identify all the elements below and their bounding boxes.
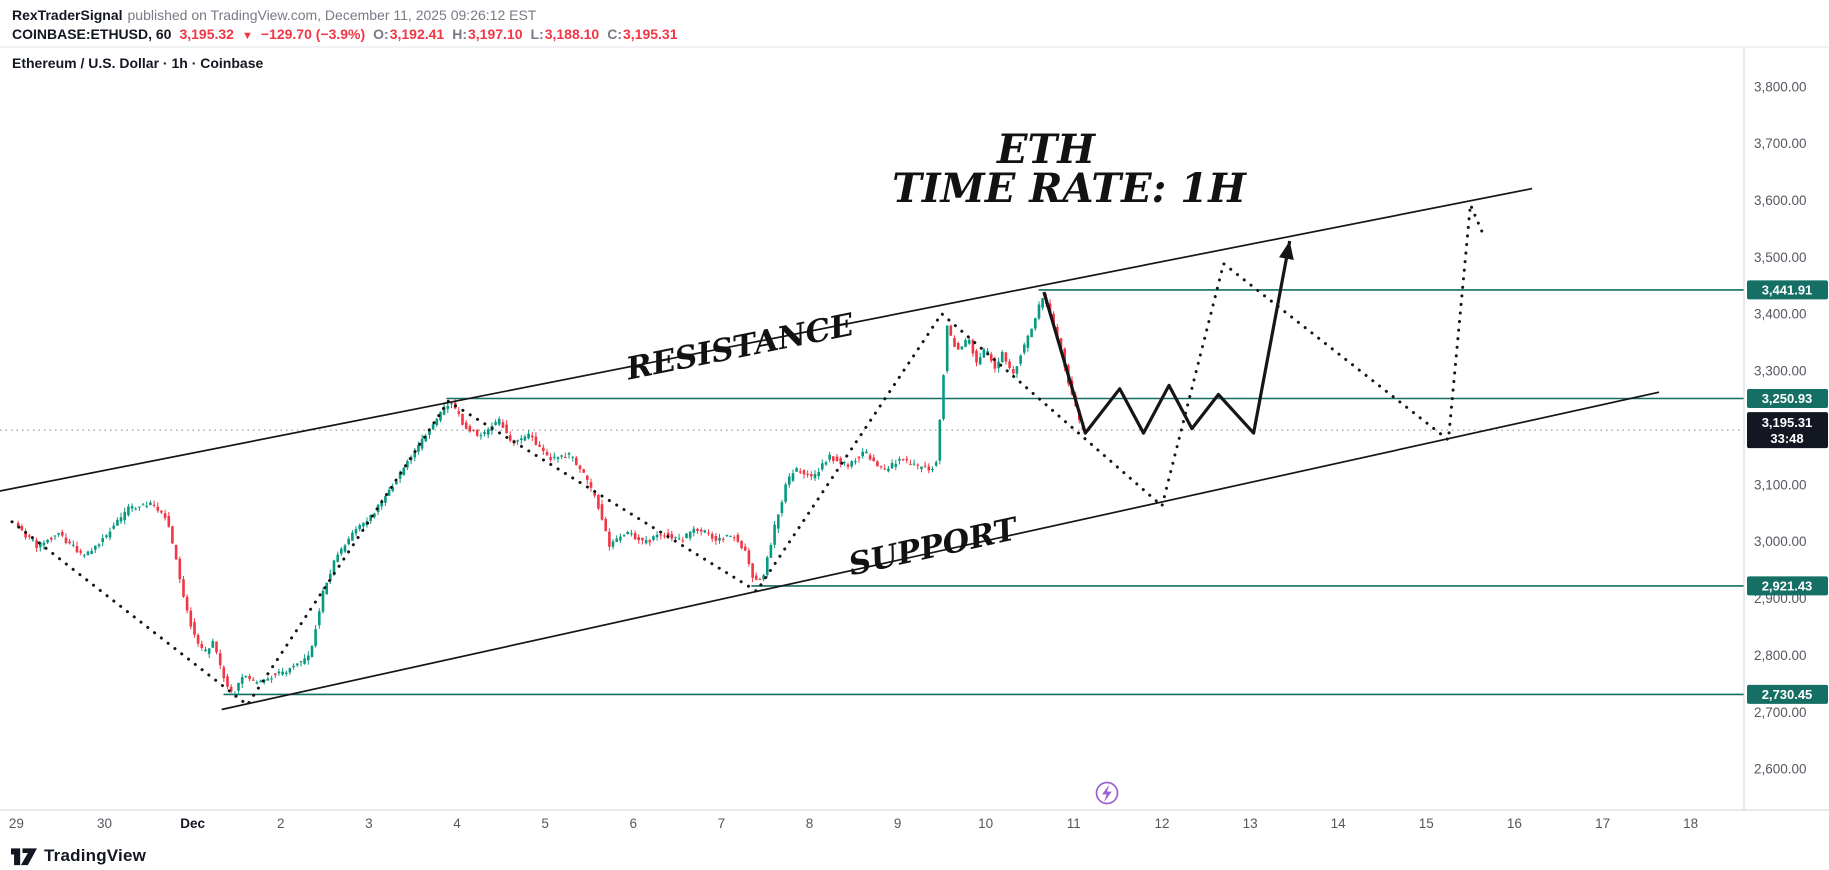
price-levels-layer[interactable]	[0, 289, 1744, 696]
tradingview-logo-icon	[11, 848, 37, 866]
svg-text:2: 2	[277, 816, 285, 831]
ohlc-low: L: 3,188.10	[530, 26, 600, 42]
svg-text:2,800.00: 2,800.00	[1754, 648, 1807, 663]
ohlc-close: C: 3,195.31	[607, 26, 678, 42]
chart-legend[interactable]: Ethereum / U.S. Dollar · 1h · Coinbase	[12, 55, 264, 71]
svg-text:9: 9	[894, 816, 902, 831]
svg-text:2,700.00: 2,700.00	[1754, 705, 1807, 720]
annotation-timeframe[interactable]: TIME RATE: 1H	[892, 165, 1247, 212]
svg-text:15: 15	[1419, 816, 1434, 831]
svg-text:3,500.00: 3,500.00	[1754, 250, 1807, 265]
annotation-support[interactable]: SUPPORT	[845, 511, 1022, 583]
tradingview-wordmark: TradingView	[44, 846, 147, 865]
trendlines-layer[interactable]	[0, 187, 1660, 711]
svg-text:2,921.43: 2,921.43	[1762, 578, 1813, 593]
svg-text:17: 17	[1595, 816, 1610, 831]
svg-text:16: 16	[1507, 816, 1522, 831]
svg-text:5: 5	[541, 816, 549, 831]
svg-text:11: 11	[1067, 816, 1081, 831]
svg-text:33:48: 33:48	[1770, 431, 1803, 446]
svg-text:3,300.00: 3,300.00	[1754, 364, 1807, 379]
annotation-eth[interactable]: ETH	[996, 126, 1096, 173]
svg-text:29: 29	[9, 816, 24, 831]
symbol-interval[interactable]: COINBASE:ETHUSD, 60	[12, 26, 172, 42]
svg-text:6: 6	[629, 816, 637, 831]
svg-text:3,400.00: 3,400.00	[1754, 307, 1807, 322]
solid-projection-layer[interactable]	[1042, 240, 1294, 435]
dotted-projection-layer[interactable]	[10, 203, 1486, 707]
publish-info: published on TradingView.com, December 1…	[127, 7, 537, 23]
svg-text:10: 10	[978, 816, 993, 831]
svg-text:2,730.45: 2,730.45	[1762, 687, 1813, 702]
svg-text:14: 14	[1331, 816, 1347, 831]
ohlc-high: H: 3,197.10	[452, 26, 523, 42]
svg-text:7: 7	[718, 816, 726, 831]
svg-text:Dec: Dec	[180, 816, 205, 831]
price-axis-badges: 3,441.91 3,250.93 2,921.43 2,730.45 3,195.31…	[1747, 280, 1828, 704]
last-price-value: 3,195.32	[179, 26, 234, 42]
svg-text:2,600.00: 2,600.00	[1754, 762, 1807, 777]
annotation-resistance[interactable]: RESISTANCE	[622, 307, 857, 388]
event-lightning-icon[interactable]	[1095, 781, 1119, 805]
publisher-name[interactable]: RexTraderSignal	[12, 7, 123, 23]
tradingview-footer[interactable]: TradingView	[11, 846, 146, 866]
svg-text:8: 8	[806, 816, 814, 831]
svg-text:3,100.00: 3,100.00	[1754, 477, 1807, 492]
svg-text:3,441.91: 3,441.91	[1762, 282, 1813, 297]
price-change: −129.70 (−3.9%)	[260, 26, 366, 42]
svg-text:3,800.00: 3,800.00	[1754, 79, 1807, 94]
ohlc-open: O: 3,192.41	[373, 26, 445, 42]
svg-text:30: 30	[97, 816, 112, 831]
publish-header: RexTraderSignal published on TradingView.…	[12, 7, 536, 23]
svg-text:3,195.31: 3,195.31	[1762, 415, 1813, 430]
svg-text:3,600.00: 3,600.00	[1754, 193, 1807, 208]
svg-text:4: 4	[453, 816, 461, 831]
time-axis-scale[interactable]: 29 30 Dec 2 3 4 5 6 7 8 9 10 11 12 13 14 15 16 17 18	[9, 816, 1698, 831]
svg-text:12: 12	[1154, 816, 1169, 831]
svg-text:3: 3	[365, 816, 373, 831]
svg-text:3,700.00: 3,700.00	[1754, 136, 1807, 151]
quote-line: COINBASE:ETHUSD, 60 3,195.32 ▼ −129.70 (…	[12, 26, 678, 42]
down-arrow-icon: ▼	[241, 30, 253, 42]
svg-text:18: 18	[1683, 816, 1698, 831]
svg-text:3,000.00: 3,000.00	[1754, 534, 1807, 549]
price-axis-scale[interactable]: 3,800.00 3,700.00 3,600.00 3,500.00 3,400.00…	[1754, 79, 1807, 776]
svg-text:3,250.93: 3,250.93	[1762, 391, 1813, 406]
svg-text:13: 13	[1243, 816, 1258, 831]
